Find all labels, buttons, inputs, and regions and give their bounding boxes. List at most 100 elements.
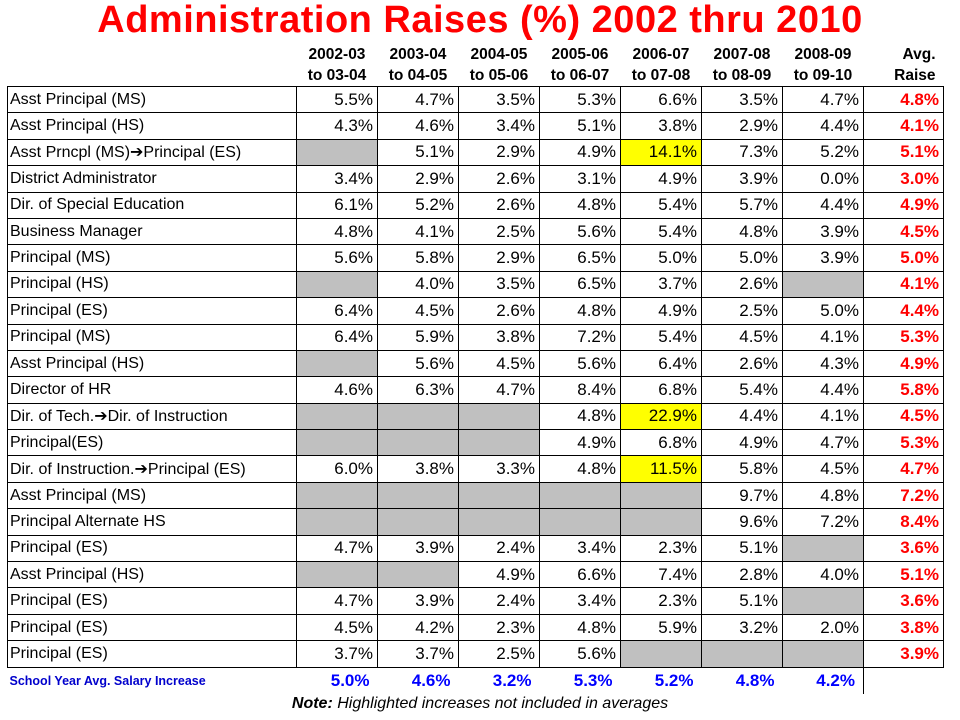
value-cell: 4.6% — [377, 112, 459, 140]
row-label-text: Principal (ES) — [143, 144, 242, 162]
row-label-text: Asst Prncpl (MS) — [10, 144, 131, 162]
value-cell: 2.4% — [458, 587, 540, 615]
blank-cell — [377, 481, 459, 510]
value-cell: 5.8% — [701, 455, 783, 483]
blank-cell — [620, 481, 702, 510]
avg-raise-cell: 7.2% — [863, 481, 944, 510]
footer-avg-blank — [863, 667, 944, 694]
row-label-text: Director of HR — [10, 380, 112, 398]
value-cell: 2.9% — [458, 244, 540, 272]
value-cell: 2.6% — [701, 349, 783, 378]
value-cell: 5.7% — [701, 191, 783, 219]
avg-raise-cell: 4.8% — [863, 85, 944, 114]
value-cell: 4.1% — [782, 323, 864, 351]
value-cell: 5.4% — [620, 323, 702, 351]
row-label: Principal(ES) — [7, 429, 297, 457]
row-label: Principal (MS) — [7, 244, 297, 272]
value-cell: 5.6% — [539, 217, 621, 246]
table-row: Asst Principal (HS) 4.3% 4.6% 3.4% 5.1% 3.8% 2… — [7, 112, 944, 140]
table-row: Director of HR 4.6% 6.3% 4.7% 8.4% 6.8% 5.4% 4.… — [7, 376, 944, 404]
value-cell: 5.6% — [539, 640, 621, 668]
value-cell: 4.0% — [377, 270, 459, 299]
row-label-text: Principal (ES) — [10, 618, 108, 636]
row-label: Asst Principal (MS) — [7, 481, 297, 510]
row-label: Asst Principal (HS) — [7, 349, 297, 378]
header-blank — [8, 40, 297, 87]
blank-cell — [458, 508, 540, 536]
table-row: Dir. of Special Education 6.1% 5.2% 2.6% 4.8… — [7, 191, 944, 219]
value-cell: 4.6% — [296, 376, 378, 404]
avg-raise-cell: 8.4% — [863, 508, 944, 536]
value-cell: 4.7% — [782, 85, 864, 114]
row-label-text: Principal (ES) — [147, 461, 246, 479]
row-label-text: District Administrator — [10, 169, 157, 187]
value-cell: 4.3% — [782, 349, 864, 378]
footer-row: School Year Avg. Salary Increase 5.0% 4.… — [8, 667, 944, 694]
row-label: Asst Principal (HS) — [7, 112, 297, 140]
value-cell: 3.4% — [539, 587, 621, 615]
table-row: Asst Prncpl (MS)➔Principal (ES) 5.1% 2.9% 4… — [7, 138, 944, 167]
value-cell: 3.7% — [620, 270, 702, 299]
value-cell: 3.5% — [701, 85, 783, 114]
value-cell: 2.4% — [458, 534, 540, 563]
value-cell: 5.5% — [296, 85, 378, 114]
value-cell: 3.8% — [620, 112, 702, 140]
blank-cell — [782, 534, 864, 563]
blank-cell — [539, 508, 621, 536]
row-label-text: Dir. of Tech. — [10, 408, 95, 426]
value-cell: 5.6% — [377, 349, 459, 378]
value-cell: 3.7% — [296, 640, 378, 668]
value-cell: 4.5% — [458, 349, 540, 378]
blank-cell — [458, 481, 540, 510]
value-cell: 2.9% — [377, 165, 459, 193]
avg-raise-cell: 4.9% — [863, 191, 944, 219]
value-cell: 6.6% — [539, 561, 621, 589]
value-cell: 7.2% — [782, 508, 864, 536]
value-cell: 3.2% — [701, 613, 783, 642]
avg-raise-cell: 3.6% — [863, 587, 944, 615]
value-cell: 2.3% — [458, 613, 540, 642]
value-cell: 6.6% — [620, 85, 702, 114]
value-cell: 3.9% — [377, 534, 459, 563]
blank-cell — [296, 270, 378, 299]
value-cell: 3.5% — [458, 85, 540, 114]
row-label-text: Dir. of Instruction. — [10, 461, 135, 479]
value-cell: 6.5% — [539, 270, 621, 299]
footnote: Note: Highlighted increases not included… — [0, 695, 960, 713]
row-label-text: Asst Principal (MS) — [10, 486, 147, 504]
value-cell: 4.5% — [701, 323, 783, 351]
footer-avg-col-1: 5.0% — [330, 670, 370, 690]
table-row: Dir. of Instruction.➔Principal (ES) 6.0% 3… — [7, 455, 944, 483]
footer-avg-col-6: 4.8% — [735, 670, 775, 690]
footnote-text: Highlighted increases not included in av… — [337, 695, 669, 712]
value-cell: 4.5% — [782, 455, 864, 483]
value-cell: 2.6% — [458, 165, 540, 193]
value-cell: 6.3% — [377, 376, 459, 404]
raises-table: 2002-03 to 03-04 2003-04 to 04-05 2004-05 t… — [7, 40, 944, 694]
row-label-text: Principal (MS) — [10, 249, 111, 267]
table-row: Asst Principal (HS) 5.6% 4.5% 5.6% 6.4% 2.6% 4… — [7, 349, 944, 378]
highlighted-value-cell: 22.9% — [620, 402, 702, 431]
row-label-text: Principal Alternate HS — [10, 512, 166, 530]
value-cell: 4.7% — [782, 429, 864, 457]
header-avg-raise: Avg. Raise — [894, 46, 936, 84]
value-cell: 7.3% — [701, 138, 783, 167]
value-cell: 2.5% — [701, 297, 783, 325]
blank-cell — [296, 561, 378, 589]
value-cell: 6.8% — [620, 376, 702, 404]
value-cell: 3.8% — [458, 323, 540, 351]
value-cell: 5.1% — [539, 112, 621, 140]
table-row: Principal (ES) 4.7% 3.9% 2.4% 3.4% 2.3% 5.1% 3.… — [7, 587, 944, 615]
row-label: Dir. of Instruction.➔Principal (ES) — [7, 455, 297, 483]
value-cell: 4.4% — [782, 112, 864, 140]
table-row: Asst Principal (MS) 9.7% 4.8% 7.2% — [7, 481, 944, 510]
value-cell: 2.0% — [782, 613, 864, 642]
blank-cell — [296, 349, 378, 378]
table-row: Principal (ES) 4.7% 3.9% 2.4% 3.4% 2.3% 5.1% 3.… — [7, 534, 944, 563]
value-cell: 4.9% — [620, 165, 702, 193]
footnote-label: Note: — [291, 695, 333, 712]
header-col-6: 2007-08 to 08-09 — [712, 46, 772, 84]
value-cell: 4.4% — [701, 402, 783, 431]
row-label-text: Principal (ES) — [10, 301, 108, 319]
value-cell: 4.3% — [296, 112, 378, 140]
